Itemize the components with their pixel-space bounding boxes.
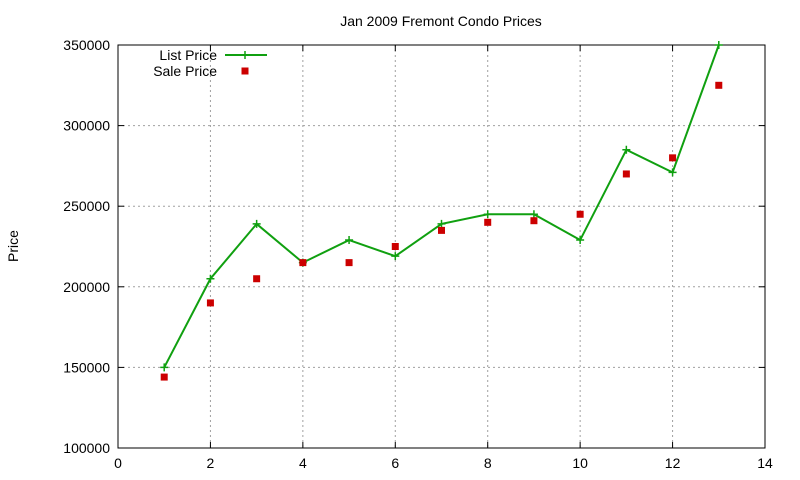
x-tick-label: 14: [757, 455, 773, 471]
list-price-point: [391, 252, 400, 261]
sale-price-point: [206, 299, 214, 307]
y-tick-label: 200000: [63, 279, 110, 295]
legend-marker-list-price: [241, 51, 249, 59]
sale-price-point: [299, 259, 307, 267]
list-price-point: [622, 145, 631, 154]
list-price-point: [483, 210, 492, 219]
y-tick-label: 350000: [63, 37, 110, 53]
y-tick-label: 300000: [63, 118, 110, 134]
y-tick-label: 250000: [63, 198, 110, 214]
x-tick-label: 2: [207, 455, 215, 471]
list-price-point: [160, 363, 169, 372]
sale-price-point: [622, 170, 630, 178]
list-price-point: [437, 219, 446, 228]
x-tick-label: 4: [299, 455, 307, 471]
legend-marker-sale-price: [241, 67, 249, 75]
list-price-point: [714, 41, 723, 49]
chart-title: Jan 2009 Fremont Condo Prices: [340, 13, 542, 29]
legend-label-sale-price: Sale Price: [153, 63, 217, 79]
sale-price-point: [345, 259, 353, 267]
sale-price-point: [669, 154, 677, 162]
sale-price-point: [715, 81, 723, 89]
sale-price-point: [576, 210, 584, 218]
plot-frame: [117, 44, 766, 449]
legend: List Price Sale Price: [153, 47, 267, 79]
y-axis-label: Price: [5, 230, 21, 262]
x-tick-label: 10: [572, 455, 588, 471]
list-price-point: [206, 274, 215, 283]
sale-price-point: [530, 217, 538, 225]
sale-price-point: [484, 218, 492, 226]
list-price-point: [668, 168, 677, 177]
y-tick-label: 150000: [63, 359, 110, 375]
list-price-point: [529, 210, 538, 219]
x-tick-label: 6: [391, 455, 399, 471]
x-tick-label: 8: [484, 455, 492, 471]
grid: [118, 45, 765, 448]
list-price-point: [576, 236, 585, 245]
list-price-point: [345, 236, 354, 245]
sale-price-point: [160, 373, 168, 381]
legend-label-list-price: List Price: [159, 47, 217, 63]
series-line-list-price: [163, 44, 720, 368]
x-tick-label: 0: [114, 455, 122, 471]
y-tick-label: 100000: [63, 440, 110, 456]
x-tick-label: 12: [665, 455, 681, 471]
sale-price-point: [438, 226, 445, 234]
series-layer: [160, 41, 723, 381]
axis-ticks: 0 2 4 6 8 10 12 14 100000 150000 200000 250000 30000…: [63, 37, 773, 471]
list-price-point: [252, 219, 261, 228]
sale-price-point: [253, 275, 261, 283]
sale-price-point: [391, 243, 399, 250]
